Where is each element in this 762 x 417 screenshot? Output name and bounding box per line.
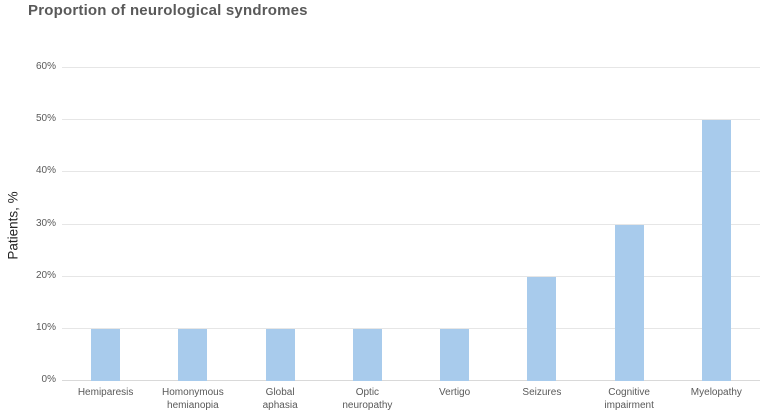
gridline	[62, 223, 760, 225]
x-category-label: Cognitive impairment	[604, 387, 654, 411]
x-category-label: Global aphasia	[262, 387, 298, 411]
x-axis-line	[62, 380, 760, 381]
y-tick-label: 0%	[41, 374, 56, 385]
x-category-label: Homonymous hemianopia	[162, 387, 224, 411]
x-category-label: Optic neuropathy	[342, 387, 393, 411]
chart-title: Proportion of neurological syndromes	[28, 2, 308, 19]
bar-global-aphasia	[265, 328, 295, 381]
gridline	[62, 119, 760, 121]
bar-cognitive-impairment	[614, 224, 644, 381]
bar-homonymous-hemianopia	[178, 328, 208, 381]
bar-hemiparesis	[91, 328, 121, 381]
bar-seizures	[527, 276, 557, 381]
y-tick-label: 30%	[35, 217, 56, 229]
bar-optic-neuropathy	[352, 328, 382, 381]
bar-myelopathy	[701, 120, 731, 381]
gridline	[62, 67, 760, 68]
gridline	[62, 275, 760, 277]
x-axis-labels: Hemiparesis Homonymous hemianopia Global aph…	[62, 386, 760, 416]
y-tick-label: 60%	[35, 61, 56, 72]
gridline	[62, 171, 760, 173]
bar-vertigo	[440, 328, 470, 381]
x-category-label: Myelopathy	[690, 387, 742, 398]
x-category-label: Seizures	[522, 387, 562, 398]
gridline	[62, 327, 760, 329]
y-tick-label: 40%	[35, 165, 56, 177]
y-tick-label: 50%	[35, 113, 56, 125]
y-tick-label: 10%	[35, 321, 56, 333]
x-category-label: Vertigo	[439, 387, 471, 398]
plot-area: 0% 10% 20% 30% 40% 50% 60%	[36, 61, 760, 385]
y-tick-label: 20%	[35, 269, 56, 281]
x-category-label: Hemiparesis	[77, 387, 134, 398]
